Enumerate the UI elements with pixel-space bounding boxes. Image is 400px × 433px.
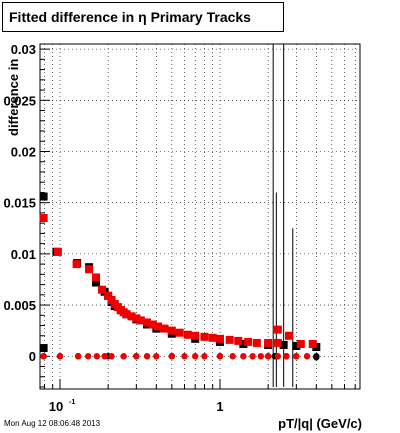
data-point xyxy=(297,340,305,348)
data-point xyxy=(274,339,282,347)
data-point xyxy=(176,329,184,337)
timestamp: Mon Aug 12 08:06:48 2013 xyxy=(4,419,100,428)
x-axis-label: pT/|q| (GeV/c) xyxy=(278,416,362,431)
data-point xyxy=(229,353,235,359)
x-tick-label: 10 xyxy=(49,399,63,414)
x-tick-label-exponent: -1 xyxy=(69,399,75,406)
y-tick-label: 0.03 xyxy=(11,42,36,57)
data-point xyxy=(192,353,198,359)
data-point xyxy=(85,265,93,273)
y-axis-label: difference in xyxy=(6,59,21,136)
chart-title: Fitted difference in η Primary Tracks xyxy=(2,2,284,32)
data-point xyxy=(92,273,100,281)
y-tick-label: 0.01 xyxy=(11,247,36,262)
data-point xyxy=(73,260,81,268)
data-point xyxy=(101,353,107,359)
y-tick-label: 0.015 xyxy=(3,196,36,211)
data-point xyxy=(216,335,224,343)
data-point xyxy=(191,332,199,340)
data-point xyxy=(264,339,272,347)
data-point xyxy=(181,353,187,359)
data-point xyxy=(226,336,234,344)
data-point xyxy=(168,327,176,335)
data-point xyxy=(293,353,299,359)
data-point xyxy=(217,353,223,359)
data-point xyxy=(161,325,169,333)
data-point xyxy=(40,353,46,359)
data-point xyxy=(200,333,208,341)
data-point xyxy=(265,353,271,359)
data-point xyxy=(144,353,150,359)
data-point xyxy=(209,334,217,342)
data-point xyxy=(313,354,319,360)
data-point xyxy=(274,326,282,334)
data-point xyxy=(285,332,293,340)
data-point xyxy=(133,353,139,359)
data-point xyxy=(249,353,255,359)
data-point xyxy=(169,353,175,359)
data-point xyxy=(54,248,62,256)
data-point xyxy=(234,337,242,345)
y-tick-label: 0 xyxy=(29,349,36,364)
data-point xyxy=(153,353,159,359)
data-point xyxy=(253,339,261,347)
data-point xyxy=(244,338,252,346)
data-point xyxy=(108,353,114,359)
y-tick-label: 0.02 xyxy=(11,144,36,159)
data-point xyxy=(94,353,100,359)
data-point xyxy=(85,353,91,359)
x-tick-label: 1 xyxy=(216,399,223,414)
data-point xyxy=(304,353,310,359)
data-point xyxy=(40,344,48,352)
data-point xyxy=(57,353,63,359)
data-point xyxy=(240,353,246,359)
data-point xyxy=(75,353,81,359)
data-point xyxy=(275,353,281,359)
data-point xyxy=(40,214,48,222)
data-point xyxy=(40,193,48,201)
data-point xyxy=(184,331,192,339)
data-point xyxy=(283,353,289,359)
data-point xyxy=(258,353,264,359)
data-point xyxy=(201,353,207,359)
data-point xyxy=(120,353,126,359)
y-tick-label: 0.005 xyxy=(3,298,36,313)
plot-frame xyxy=(40,44,360,389)
data-point xyxy=(309,340,317,348)
